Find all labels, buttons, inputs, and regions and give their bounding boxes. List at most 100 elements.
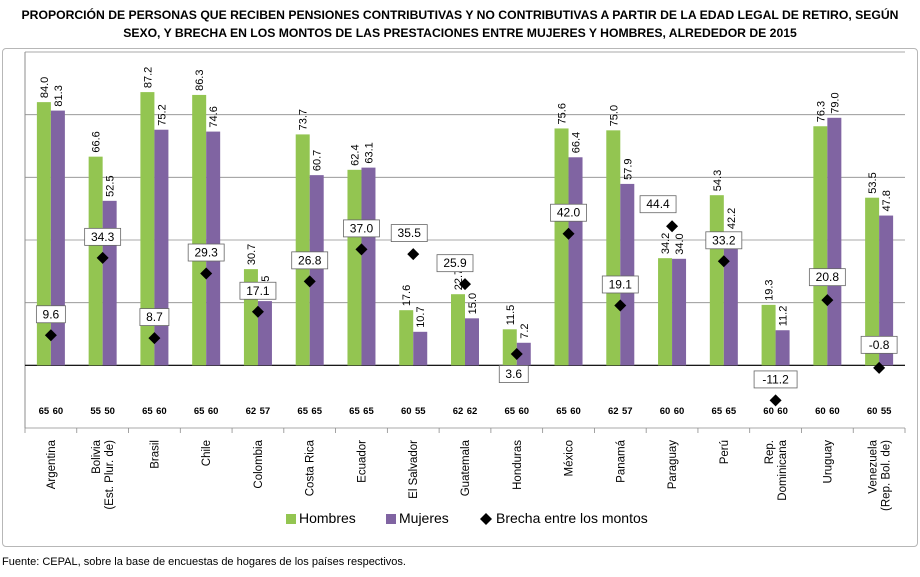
retirement-age-men: 60 (401, 406, 412, 417)
bar-hombres (502, 329, 517, 366)
legend-swatch-mujeres (386, 514, 396, 524)
gap-marker (873, 361, 886, 374)
retirement-age-women: 60 (777, 406, 788, 417)
category-label: Perú (719, 440, 731, 464)
data-label-hombres: 53.5 (867, 172, 879, 193)
gap-label-box (390, 224, 428, 243)
retirement-age-women: 60 (156, 406, 167, 417)
data-label-hombres: 19.3 (764, 279, 776, 300)
gap-label: 25.9 (443, 256, 467, 270)
gap-label-box (601, 275, 639, 294)
bar-hombres (140, 92, 155, 366)
gap-label-box (343, 219, 380, 238)
gap-label: 35.5 (398, 226, 422, 240)
data-label-hombres: 62.4 (349, 144, 361, 165)
gap-label: 19.1 (609, 277, 633, 291)
category-label: Costa Rica (305, 439, 317, 496)
retirement-age-men: 62 (453, 406, 464, 417)
gap-label-box (860, 335, 898, 354)
gap-label-box (753, 370, 798, 389)
bar-mujeres (827, 117, 842, 366)
retirement-age-women: 60 (53, 406, 64, 417)
data-label-hombres: 66.6 (91, 131, 103, 152)
gap-label: 44.4 (646, 197, 670, 211)
retirement-age-women: 57 (622, 406, 633, 417)
data-label-hombres: 73.7 (298, 109, 310, 130)
data-label-mujeres: 60.7 (312, 150, 324, 171)
retirement-age-men: 65 (297, 406, 308, 417)
gap-label: 26.8 (298, 253, 322, 267)
gap-label-box (498, 365, 529, 383)
gap-label: 29.3 (194, 246, 218, 260)
data-label-mujeres: 79.0 (829, 92, 841, 113)
gap-marker (562, 227, 575, 240)
gap-marker (407, 248, 420, 261)
legend-label-hombres: Hombres (299, 510, 356, 526)
data-label-mujeres: 75.2 (156, 104, 168, 125)
category-label: (Rep. Bol. de) (881, 440, 893, 511)
retirement-age-men: 65 (142, 406, 153, 417)
gap-label-box (187, 243, 225, 262)
retirement-age-men: 60 (815, 406, 826, 417)
legend-label-brecha: Brecha entre los montos (496, 510, 648, 526)
retirement-age-men: 65 (194, 406, 205, 417)
bar-hombres (709, 195, 724, 366)
gap-marker (769, 394, 782, 407)
category-label: Venezuela (868, 439, 880, 493)
bar-hombres (451, 294, 465, 366)
bar-mujeres (154, 129, 169, 366)
gap-marker (717, 255, 730, 268)
gap-label-box (705, 231, 743, 250)
retirement-age-men: 60 (660, 406, 671, 417)
retirement-age-men: 62 (246, 406, 257, 417)
category-label: Ecuador (356, 440, 368, 483)
bar-mujeres (516, 342, 531, 366)
data-label-hombres: 87.2 (142, 67, 154, 88)
gap-label-box (639, 195, 677, 214)
category-label: Chile (201, 440, 213, 466)
gap-marker (251, 305, 264, 318)
bar-hombres (554, 128, 569, 366)
gap-marker (459, 278, 471, 291)
retirement-age-women: 55 (881, 406, 892, 417)
retirement-age-men: 65 (712, 406, 723, 417)
data-label-mujeres: 42.2 (726, 208, 738, 229)
legend-marker-brecha (480, 513, 492, 525)
chart-title: PROPORCIÓN DE PERSONAS QUE RECIBEN PENSI… (20, 6, 900, 42)
gap-label: -0.8 (869, 338, 890, 352)
data-label-mujeres: 47.8 (881, 190, 893, 211)
retirement-age-men: 55 (90, 406, 101, 417)
category-label: Guatemala (460, 439, 472, 496)
bar-hombres (347, 169, 362, 366)
bar-mujeres (879, 215, 894, 366)
retirement-age-men: 62 (608, 406, 619, 417)
retirement-age-women: 65 (726, 406, 737, 417)
gap-label-box (436, 254, 474, 273)
bar-hombres (36, 102, 51, 366)
retirement-age-women: 60 (208, 406, 219, 417)
legend-label-mujeres: Mujeres (399, 510, 449, 526)
category-label: Bolivia (91, 439, 103, 473)
gap-marker (614, 299, 627, 312)
retirement-age-women: 62 (467, 406, 478, 417)
retirement-age-women: 60 (829, 406, 840, 417)
category-label: Uruguay (822, 440, 834, 484)
bar-mujeres (775, 330, 790, 366)
data-label-hombres: 11.5 (505, 305, 517, 326)
category-label: (Est. Plur. de) (104, 440, 116, 510)
source-note: Fuente: CEPAL, sobre la base de encuesta… (2, 556, 406, 568)
gap-marker (200, 267, 213, 280)
bar-mujeres (361, 167, 376, 366)
retirement-age-men: 60 (867, 406, 878, 417)
bar-mujeres (413, 331, 428, 366)
gap-marker (44, 329, 57, 342)
data-label-hombres: 54.3 (712, 170, 724, 191)
gap-label: 42.0 (557, 206, 581, 220)
gap-marker (666, 220, 679, 233)
gap-marker (303, 275, 316, 288)
retirement-age-men: 65 (504, 406, 515, 417)
bar-mujeres (102, 200, 117, 366)
data-label-mujeres: 11.2 (778, 306, 790, 327)
data-label-hombres: 30.7 (246, 244, 258, 265)
